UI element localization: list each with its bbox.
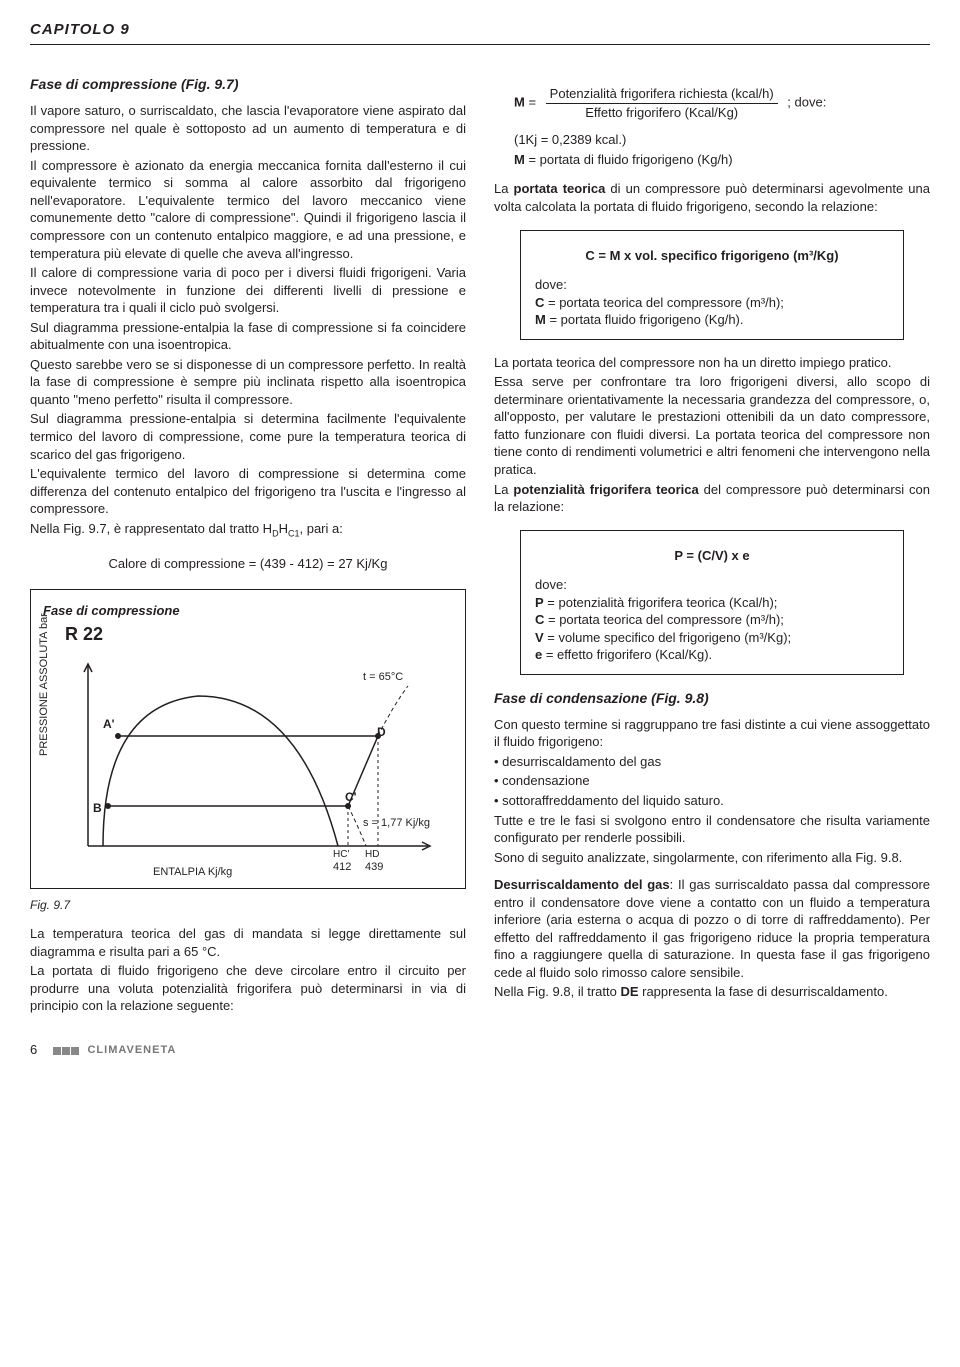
bullet: • condensazione (494, 772, 930, 790)
figure-caption: Fig. 9.7 (30, 897, 466, 913)
chapter-title: CAPITOLO 9 (30, 21, 130, 38)
subscript: C1 (288, 528, 300, 538)
text: H (279, 521, 288, 536)
var-def: C = portata teorica del compressore (m³/… (535, 611, 889, 629)
paragraph: Sul diagramma pressione-entalpia si dete… (30, 410, 466, 463)
text: = portata di fluido frigorigeno (Kg/h) (525, 152, 733, 167)
paragraph: Con questo termine si raggruppano tre fa… (494, 716, 930, 751)
paragraph: Sul diagramma pressione-entalpia la fase… (30, 319, 466, 354)
chart-point-c: C' (345, 789, 357, 805)
chart-title: Fase di compressione (43, 602, 453, 620)
chart-area: PRESSIONE ASSOLUTA bar (43, 656, 453, 876)
chart-t-label: t = 65°C (363, 670, 403, 685)
page-number: 6 (30, 1042, 37, 1057)
text: = portata teorica del compressore (m³/h)… (544, 612, 784, 627)
text: rappresenta la fase di desurriscaldament… (639, 984, 888, 999)
dove-label: dove: (535, 276, 889, 294)
section-heading-condensation: Fase di condensazione (Fig. 9.8) (494, 689, 930, 708)
bold-term: potenzialità frigorifera teorica (513, 482, 698, 497)
paragraph: Il compressore è azionato da energia mec… (30, 157, 466, 262)
text: = portata teorica del compressore (m³/h)… (544, 295, 784, 310)
kj-conversion: (1Kj = 0,2389 kcal.) (494, 131, 930, 149)
page-footer: 6 CLIMAVENETA (30, 1041, 930, 1060)
chart-svg (43, 656, 453, 876)
bold-term: DE (620, 984, 638, 999)
formula: P = (C/V) x e (535, 547, 889, 565)
chart-point-a: A' (103, 716, 115, 732)
bold-term: Desurriscaldamento del gas (494, 877, 670, 892)
paragraph: Nella Fig. 9.8, il tratto DE rappresenta… (494, 983, 930, 1001)
paragraph: La portata teorica di un compressore può… (494, 180, 930, 215)
dove-label: dove: (535, 576, 889, 594)
paragraph: Il calore di compressione varia di poco … (30, 264, 466, 317)
compression-chart: Fase di compressione R 22 PRESSIONE ASSO… (30, 589, 466, 889)
var-def: V = volume specifico del frigorigeno (m³… (535, 629, 889, 647)
paragraph: Sono di seguito analizzate, singolarment… (494, 849, 930, 867)
fraction: Potenzialità frigorifera richiesta (kcal… (546, 85, 778, 121)
chart-point-b: B (93, 800, 102, 816)
var-def: P = potenzialità frigorifera teorica (Kc… (535, 594, 889, 612)
formula-box-c: C = M x vol. specifico frigorigeno (m³/K… (520, 230, 904, 340)
text: La (494, 181, 514, 196)
compression-calc: Calore di compressione = (439 - 412) = 2… (30, 555, 466, 573)
formula-text: P = (C/V) x e (674, 548, 749, 563)
paragraph: Essa serve per confrontare tra loro frig… (494, 373, 930, 478)
text: = volume specifico del frigorigeno (m³/K… (544, 630, 791, 645)
chart-hd-val: 439 (365, 860, 383, 875)
content-columns: Fase di compressione (Fig. 9.7) Il vapor… (30, 75, 930, 1017)
text: Nella Fig. 9.8, il tratto (494, 984, 620, 999)
section-heading-compression: Fase di compressione (Fig. 9.7) (30, 75, 466, 94)
paragraph: Questo sarebbe vero se si disponesse di … (30, 356, 466, 409)
var-def: M = portata fluido frigorigeno (Kg/h). (535, 311, 889, 329)
bullet: • sottoraffreddamento del liquido saturo… (494, 792, 930, 810)
paragraph: La potenzialità frigorifera teorica del … (494, 481, 930, 516)
text: = effetto frigorifero (Kcal/Kg). (542, 647, 712, 662)
var-def: e = effetto frigorifero (Kcal/Kg). (535, 646, 889, 664)
paragraph: Tutte e tre le fasi si svolgono entro il… (494, 812, 930, 847)
text: : Il gas surriscaldato passa dal compres… (494, 877, 930, 980)
paragraph: La portata teorica del compressore non h… (494, 354, 930, 372)
fraction-numerator: Potenzialità frigorifera richiesta (kcal… (546, 85, 778, 104)
chapter-header: CAPITOLO 9 (30, 20, 930, 45)
m-definition: M = portata di fluido frigorigeno (Kg/h) (494, 151, 930, 169)
chart-point-d: D (377, 724, 386, 740)
m-equation: M = Potenzialità frigorifera richiesta (… (494, 85, 930, 121)
paragraph: L'equivalente termico del lavoro di comp… (30, 465, 466, 518)
chart-hc-val: 412 (333, 860, 351, 875)
chart-xlabel: ENTALPIA Kj/kg (153, 865, 232, 880)
eq-tail: ; dove: (787, 95, 826, 110)
chart-ylabel: PRESSIONE ASSOLUTA bar (37, 613, 52, 756)
right-column: M = Potenzialità frigorifera richiesta (… (494, 75, 930, 1017)
brand-logo: CLIMAVENETA (53, 1041, 176, 1059)
paragraph: Il vapore saturo, o surriscaldato, che l… (30, 102, 466, 155)
left-column: Fase di compressione (Fig. 9.7) Il vapor… (30, 75, 466, 1017)
text: , pari a: (299, 521, 342, 536)
logo-text: CLIMAVENETA (87, 1044, 176, 1056)
paragraph: La portata di fluido frigorigeno che dev… (30, 962, 466, 1015)
text: = portata fluido frigorigeno (Kg/h). (546, 312, 744, 327)
bold-term: portata teorica (514, 181, 606, 196)
formula: C = M x vol. specifico frigorigeno (m³/K… (535, 247, 889, 265)
fraction-denominator: Effetto frigorifero (Kcal/Kg) (546, 104, 778, 122)
paragraph: La temperatura teorica del gas di mandat… (30, 925, 466, 960)
bullet: • desurriscaldamento del gas (494, 753, 930, 771)
paragraph: Desurriscaldamento del gas: Il gas surri… (494, 876, 930, 981)
formula-box-p: P = (C/V) x e dove: P = potenzialità fri… (520, 530, 904, 675)
chart-refrigerant: R 22 (65, 622, 453, 646)
var-m: M (514, 95, 525, 110)
paragraph: Nella Fig. 9.7, è rappresentato dal trat… (30, 520, 466, 540)
text: Nella Fig. 9.7, è rappresentato dal trat… (30, 521, 272, 536)
var-def: C = portata teorica del compressore (m³/… (535, 294, 889, 312)
text: = potenzialità frigorifera teorica (Kcal… (544, 595, 778, 610)
formula-text: C = M x vol. specifico frigorigeno (m³/K… (585, 248, 838, 263)
chart-s-label: s = 1,77 Kj/kg (363, 816, 430, 831)
logo-icon (53, 1042, 80, 1060)
text: La (494, 482, 513, 497)
